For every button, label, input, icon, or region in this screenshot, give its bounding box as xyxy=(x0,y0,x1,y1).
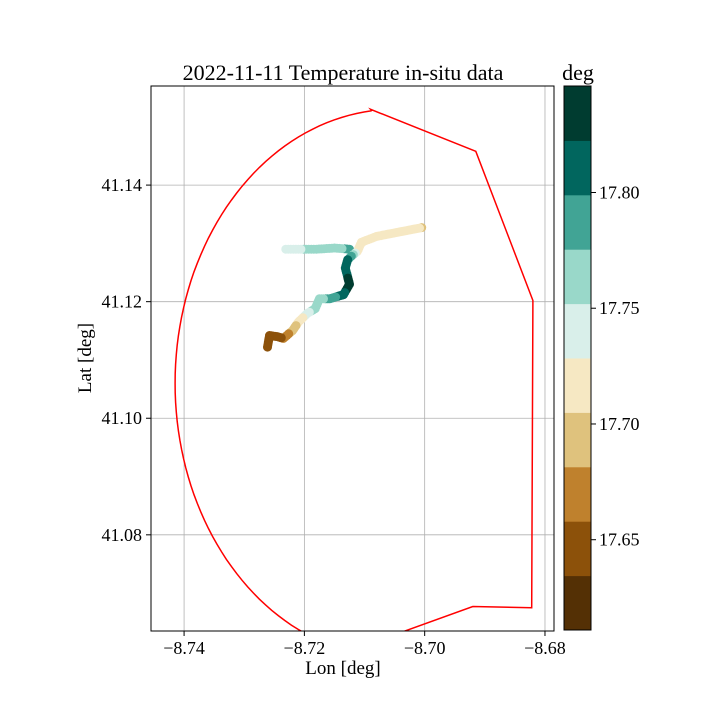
data-point xyxy=(263,342,272,352)
survey-boundary xyxy=(174,107,534,631)
x-axis-label: Lon [deg] xyxy=(305,658,380,679)
plot-area xyxy=(151,86,554,631)
colorbar-segment xyxy=(564,575,591,631)
temperature-points xyxy=(263,223,427,352)
x-tick-label: −8.70 xyxy=(404,638,446,658)
colorbar-segment xyxy=(564,140,591,196)
grid-lines xyxy=(151,86,554,631)
y-tick-label: 41.14 xyxy=(102,175,143,195)
colorbar-segment xyxy=(564,412,591,468)
colorbar-tick-label: 17.80 xyxy=(599,182,640,202)
y-tick-label: 41.10 xyxy=(102,408,143,428)
colorbar: 17.65 17.70 17.75 17.80 xyxy=(563,85,640,631)
colorbar-segment xyxy=(564,521,591,577)
colorbar-label: deg xyxy=(562,60,594,85)
colorbar-segment xyxy=(564,466,591,522)
colorbar-segment xyxy=(564,86,591,141)
colorbar-segment xyxy=(564,358,591,413)
data-point xyxy=(281,244,291,254)
y-tick-label: 41.12 xyxy=(102,292,143,312)
colorbar-segment xyxy=(564,194,591,250)
colorbar-tick-label: 17.70 xyxy=(599,414,640,434)
y-axis-ticks: 41.08 41.10 41.12 41.14 xyxy=(102,175,151,545)
x-axis-ticks: −8.74 −8.72 −8.70 −8.68 xyxy=(163,631,566,658)
colorbar-segment xyxy=(564,249,591,305)
colorbar-tick-label: 17.75 xyxy=(599,298,640,318)
y-axis-label: Lat [deg] xyxy=(75,323,96,393)
boundary-line xyxy=(174,107,534,631)
chart-title: 2022-11-11 Temperature in-situ data xyxy=(183,60,504,85)
colorbar-frame xyxy=(563,85,592,631)
x-tick-label: −8.74 xyxy=(163,638,205,658)
x-tick-label: −8.72 xyxy=(284,638,326,658)
colorbar-segment xyxy=(564,303,591,359)
y-tick-label: 41.08 xyxy=(102,525,143,545)
plot-frame xyxy=(150,85,555,632)
colorbar-tick-label: 17.65 xyxy=(599,530,640,550)
x-tick-label: −8.68 xyxy=(524,638,566,658)
